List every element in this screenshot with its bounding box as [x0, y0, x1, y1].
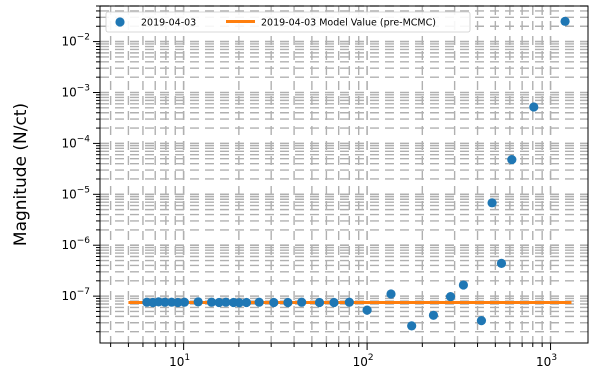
data-point: [487, 198, 497, 208]
data-point: [314, 297, 325, 308]
data-point: [160, 297, 170, 307]
legend-box: [105, 11, 471, 33]
data-point: [193, 297, 203, 307]
y-tick-label: 10−2: [61, 33, 90, 49]
legend-marker-observed: [115, 17, 125, 27]
data-point: [221, 297, 231, 307]
data-point: [254, 297, 264, 307]
data-point: [445, 291, 456, 302]
x-tick-label: 101: [169, 353, 190, 369]
x-tick-label: 102: [353, 353, 374, 369]
y-tick-label: 10−4: [61, 134, 90, 150]
data-point: [241, 297, 252, 308]
data-point: [476, 316, 487, 326]
data-point: [529, 102, 539, 112]
data-point: [362, 305, 372, 315]
y-tick-label: 10−7: [61, 287, 90, 303]
data-point: [297, 297, 307, 307]
data-point: [458, 280, 469, 290]
data-point: [344, 297, 354, 307]
y-axis-label: Magnitude (N/ct): [11, 103, 31, 246]
axes: 101 102 103 10−7 10−6 10−5 10−4 10−3 10−2: [61, 5, 557, 369]
data-point: [329, 297, 339, 308]
data-point: [496, 258, 507, 268]
data-point: [214, 297, 224, 308]
data-point: [234, 298, 244, 308]
x-tick-label: 103: [536, 353, 557, 369]
data-point: [283, 297, 293, 308]
data-point: [428, 310, 439, 320]
grid-lines: [100, 5, 588, 343]
plot-area-frame: [99, 5, 589, 344]
legend-label-observed: 2019-04-03: [141, 18, 196, 29]
data-point: [269, 297, 279, 308]
data-point: [206, 297, 217, 307]
data-point: [560, 16, 570, 26]
data-series: [128, 16, 572, 331]
data-point: [507, 155, 517, 165]
data-point: [386, 289, 396, 299]
legend-label-model: 2019-04-03 Model Value (pre-MCMC): [261, 18, 436, 29]
legend: 2019-04-03 2019-04-03 Model Value (pre-M…: [105, 11, 471, 33]
data-point: [179, 297, 190, 307]
data-point: [173, 297, 183, 308]
y-tick-label: 10−5: [61, 185, 90, 201]
data-point: [407, 321, 417, 331]
y-tick-label: 10−6: [61, 236, 90, 252]
y-tick-label: 10−3: [61, 83, 90, 99]
